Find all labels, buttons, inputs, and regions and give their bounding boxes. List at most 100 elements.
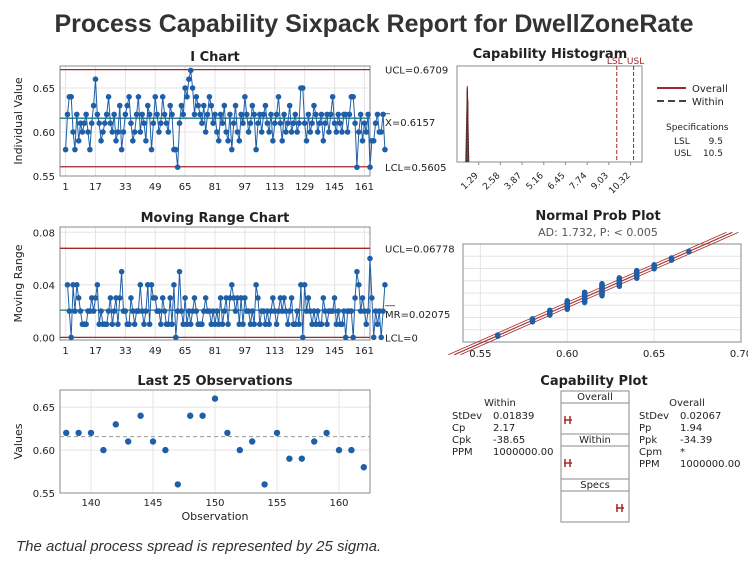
mr_chart-point <box>77 308 84 314</box>
i_chart-point <box>294 129 300 135</box>
i_chart-point <box>167 102 173 109</box>
i_chart-point <box>292 111 299 118</box>
mr_chart-point <box>131 321 138 328</box>
capplot-title: Capability Plot <box>540 374 647 389</box>
i_chart-point <box>122 111 129 118</box>
normprob-xtick-label: 0.70 <box>730 349 748 360</box>
mr_chart-point <box>148 282 155 288</box>
capplot-within-stat-label: Cpk <box>452 435 471 446</box>
i_chart-point <box>90 102 97 109</box>
i_chart-point <box>277 120 284 126</box>
mr_chart-point <box>122 308 129 314</box>
histogram-xtick-label: 1.29 <box>460 171 481 192</box>
i_chart-point <box>258 129 265 135</box>
mr_chart-point <box>90 308 97 314</box>
capplot-within-stat-label: PPM <box>452 447 473 458</box>
i_chart-point <box>87 146 93 153</box>
mr_chart-point <box>116 295 123 301</box>
i_chart-point <box>350 94 356 100</box>
i_chart-point <box>236 138 243 144</box>
i_chart-xtick-label: 81 <box>209 182 222 193</box>
last25-point <box>249 438 256 445</box>
i_chart-point <box>365 111 371 118</box>
i_chart-point <box>197 111 203 118</box>
last25-point <box>187 412 194 419</box>
normprob-fit-line <box>454 231 733 356</box>
mr_chart-xtick-label: 33 <box>119 346 132 357</box>
i_chart-point <box>202 129 209 135</box>
i_chart-point <box>98 138 104 144</box>
mr_chart-point <box>158 321 164 328</box>
i_chart-point <box>270 138 276 144</box>
mr_chart-center-bar: __ <box>384 296 396 307</box>
i_chart-point <box>331 120 338 126</box>
histogram-title: Capability Histogram <box>473 47 628 62</box>
i_chart-point <box>320 138 327 144</box>
histogram-lsl-label: LSL <box>607 57 623 67</box>
mr_chart-point <box>94 282 101 288</box>
i_chart-point <box>115 129 121 135</box>
capplot-band-label: Overall <box>577 392 613 403</box>
mr_chart-point <box>176 268 183 275</box>
mr_chart-ylabel: Moving Range <box>12 244 25 322</box>
histogram-within-curve <box>465 89 470 163</box>
mr_chart-xtick-label: 49 <box>149 346 162 357</box>
histogram-usl-label: USL <box>627 57 644 67</box>
mr_chart-point <box>115 321 121 328</box>
i_chart-xtick-label: 49 <box>149 182 162 193</box>
last25-xtick-label: 160 <box>329 498 348 509</box>
i_chart-point <box>200 102 207 109</box>
last25-point <box>286 455 293 462</box>
i_chart-point <box>266 129 272 135</box>
spec-row-value: 10.5 <box>703 149 723 159</box>
i_chart-point <box>242 94 248 100</box>
capplot-within-stat-label: StDev <box>452 411 482 422</box>
i_chart-point <box>68 94 75 100</box>
mr_chart-point <box>339 321 345 328</box>
capplot-overall-stat-value: -34.39 <box>680 435 712 446</box>
i_chart-point <box>303 138 310 144</box>
i_chart-point <box>283 129 289 135</box>
capplot-within-heading: Within <box>484 398 516 409</box>
i_chart-xtick-label: 129 <box>295 182 314 193</box>
i_chart-point <box>314 129 321 135</box>
capplot-within-stat-value: 1000000.00 <box>493 447 553 458</box>
mr_chart-point <box>109 321 116 328</box>
last25-point <box>75 429 82 437</box>
i_chart-point <box>313 111 319 118</box>
last25-ytick-label: 0.60 <box>33 446 55 457</box>
report-title: Process Capability Sixpack Report for Dw… <box>54 10 694 38</box>
i_chart-point <box>268 111 274 118</box>
last25-xtick-label: 140 <box>81 498 100 509</box>
mr_chart-point <box>66 308 73 314</box>
i_chart-point <box>281 111 287 118</box>
mr_chart-point <box>193 308 200 314</box>
mr_chart-point <box>217 295 224 301</box>
i_chart-point <box>217 111 224 118</box>
i_chart-point <box>238 111 244 118</box>
i_chart-point <box>135 94 142 100</box>
mr_chart-point <box>242 295 248 301</box>
normprob-point <box>686 249 692 255</box>
i_chart-point <box>102 120 108 126</box>
mr_chart-point <box>199 321 205 328</box>
last25-xlabel: Observation <box>182 510 249 523</box>
normprob-point <box>547 312 553 318</box>
i_chart-point <box>307 129 314 135</box>
mr_chart-point <box>105 308 112 314</box>
i_chart-xtick-label: 1 <box>62 182 68 193</box>
i_chart-point <box>126 94 132 100</box>
last25-title: Last 25 Observations <box>137 374 293 389</box>
i_chart-point <box>208 102 215 109</box>
mr_chart-point <box>107 295 114 301</box>
i_chart-point <box>344 129 351 135</box>
last25-xtick-label: 150 <box>205 498 224 509</box>
i_chart-point <box>339 129 345 135</box>
i_chart-point <box>105 94 112 100</box>
i_chart-point <box>212 111 218 118</box>
mr_chart-point <box>273 321 280 328</box>
i_chart-point <box>355 129 362 135</box>
i_chart-point <box>206 94 213 100</box>
i_chart-point <box>337 120 343 126</box>
